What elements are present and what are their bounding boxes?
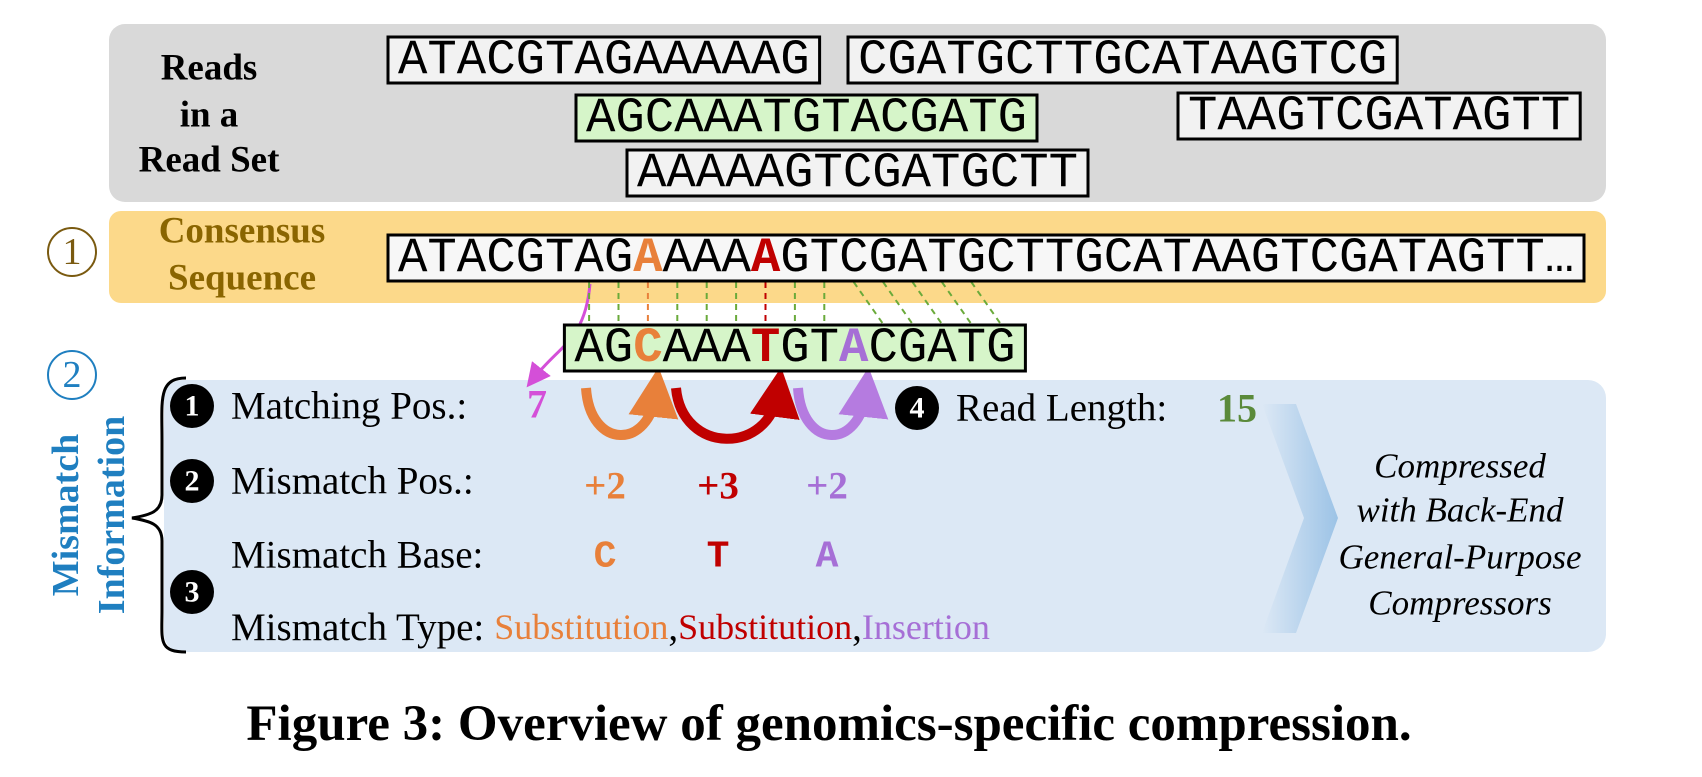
arrow bbox=[671, 367, 800, 444]
value: C bbox=[594, 536, 617, 579]
caption: Figure 3: Overview of genomics-specific … bbox=[246, 696, 1411, 752]
sequence-box bbox=[846, 35, 1399, 85]
sequence-segment: AAA bbox=[663, 320, 752, 376]
alignment-line bbox=[970, 281, 1002, 325]
value: 15 bbox=[1217, 386, 1257, 431]
sequence: ATACGTAGAAAAAG bbox=[398, 32, 810, 88]
value: Substitution bbox=[494, 607, 668, 647]
marker-circle bbox=[47, 227, 97, 277]
sequence: ATACGTAGAAAAAGTCGATGCTTGCATAAGTCGATAGTT… bbox=[398, 230, 1574, 286]
arrow bbox=[793, 367, 889, 440]
sequence: AGCAAATGTACGATG bbox=[574, 320, 1015, 376]
value: Insertion bbox=[862, 607, 990, 647]
sequence-segment: AAA bbox=[663, 230, 752, 286]
value: A bbox=[816, 536, 839, 579]
sequence-segment: C bbox=[633, 320, 662, 376]
value: Substitution bbox=[678, 607, 852, 647]
mismatch-type: Mismatch Type: Substitution,Substitution,… bbox=[231, 606, 990, 649]
label: Matching Pos.: bbox=[231, 385, 467, 428]
note: General-Purpose bbox=[1338, 538, 1581, 577]
sequence-box bbox=[1176, 91, 1582, 141]
sequence: TAAGTCGATAGTT bbox=[1188, 88, 1570, 144]
sequence-segment: AG bbox=[574, 320, 633, 376]
sequence: CGATGCTTGCATAAGTCG bbox=[858, 32, 1387, 88]
value: T bbox=[707, 536, 730, 579]
alignment-line bbox=[882, 281, 914, 325]
sequence-segment: CGATG bbox=[868, 320, 1015, 376]
sequence-segment: A bbox=[839, 320, 869, 376]
label: Mismatch Base: bbox=[231, 534, 483, 577]
bullet-number: 4 bbox=[910, 392, 925, 425]
chevron bbox=[1262, 404, 1338, 633]
value: +2 bbox=[806, 465, 848, 508]
separator: , bbox=[852, 606, 862, 649]
label: Mismatch Pos.: bbox=[231, 460, 474, 503]
consensus-title: Consensus bbox=[159, 211, 326, 252]
sequence-segment: A bbox=[751, 230, 781, 286]
brace bbox=[131, 376, 187, 654]
alignment-line bbox=[941, 281, 973, 325]
read-set-title: in a bbox=[180, 95, 239, 136]
label: Mismatch Type: bbox=[231, 606, 484, 649]
sequence-box bbox=[386, 35, 822, 85]
bullet-number: 2 bbox=[185, 465, 200, 498]
value: 7 bbox=[527, 382, 547, 427]
sequence-box bbox=[386, 233, 1586, 283]
sequence-box bbox=[562, 323, 1027, 373]
value: +3 bbox=[697, 465, 739, 508]
arrow bbox=[581, 367, 679, 440]
mismatch-title: Mismatch bbox=[45, 434, 87, 597]
read-set-title: Reads bbox=[161, 48, 258, 89]
marker-circle bbox=[47, 350, 97, 400]
bullet bbox=[170, 570, 214, 614]
sequence-segment: GTCGATGCTTGCATAAGTCGATAGTT… bbox=[780, 230, 1574, 286]
consensus-title: Sequence bbox=[168, 258, 316, 299]
bullet bbox=[170, 384, 214, 428]
sequence-segment: A bbox=[633, 230, 663, 286]
sequence-box bbox=[574, 93, 1039, 143]
mismatch-title: Information bbox=[91, 416, 133, 614]
alignment-line bbox=[852, 281, 884, 325]
label: Read Length: bbox=[956, 387, 1167, 430]
sequence-segment: T bbox=[751, 320, 780, 376]
sequence-segment: ATACGTAG bbox=[398, 230, 633, 286]
bullet bbox=[170, 459, 214, 503]
bullet-number: 1 bbox=[185, 390, 200, 423]
alignment-line bbox=[911, 281, 943, 325]
note: with Back-End bbox=[1356, 491, 1564, 530]
bullet-number: 3 bbox=[185, 576, 200, 609]
sequence: AGCAAATGTACGATG bbox=[586, 90, 1027, 146]
read-set-title: Read Set bbox=[139, 140, 280, 181]
separator: , bbox=[668, 606, 678, 649]
note: Compressors bbox=[1368, 584, 1551, 623]
marker: 1 bbox=[63, 231, 82, 273]
sequence-box bbox=[625, 148, 1090, 198]
sequence: AAAAAGTCGATGCTT bbox=[637, 145, 1078, 201]
value: +2 bbox=[584, 465, 626, 508]
marker: 2 bbox=[63, 354, 82, 396]
sequence-segment: GT bbox=[780, 320, 839, 376]
mismatch-panel bbox=[164, 380, 1606, 652]
bullet bbox=[895, 386, 939, 430]
note: Compressed bbox=[1374, 447, 1546, 486]
